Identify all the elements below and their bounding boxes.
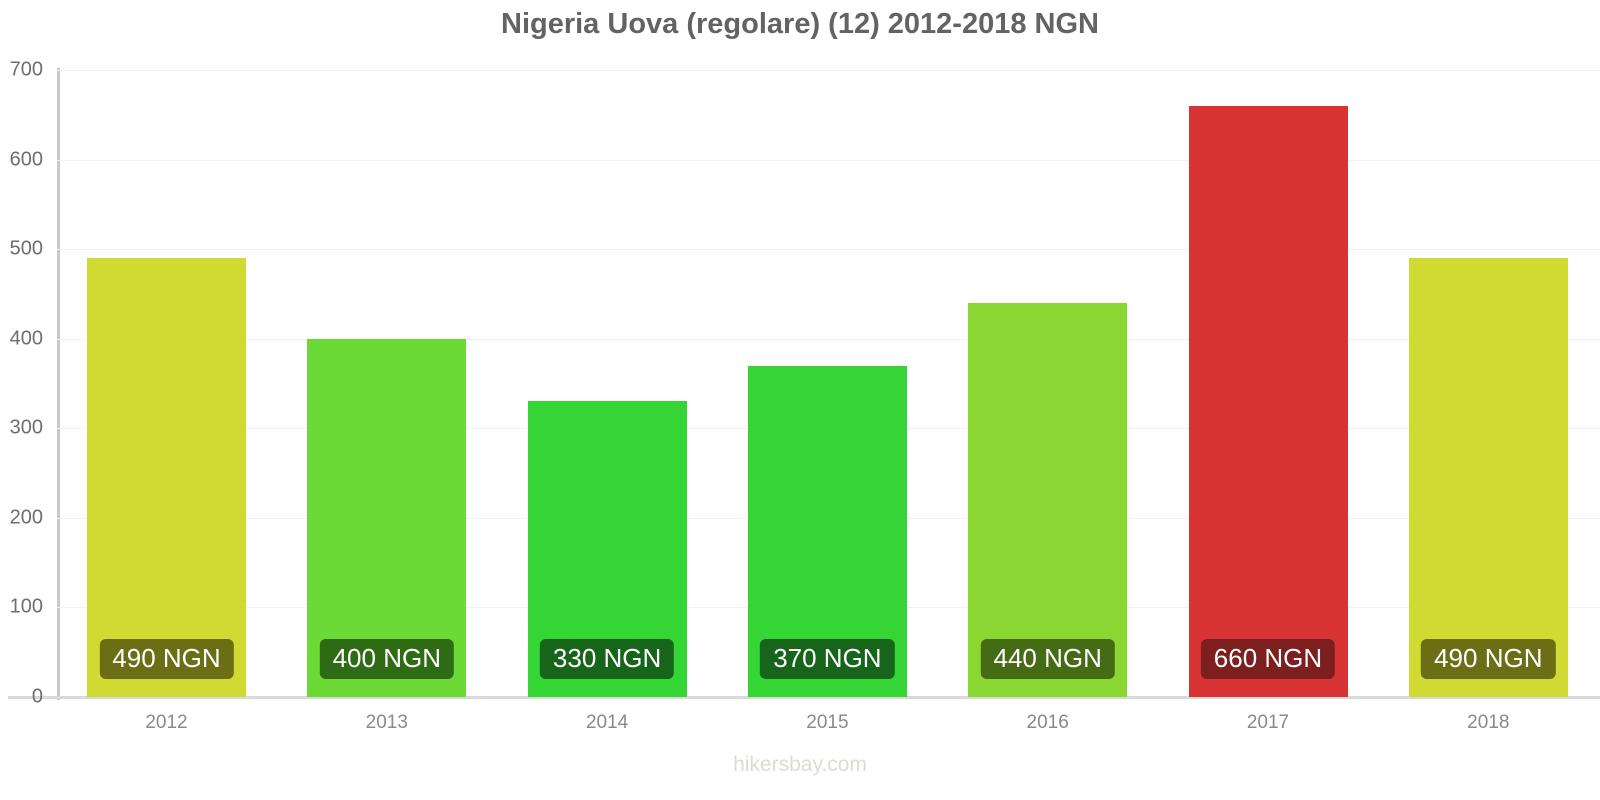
y-axis-tick-label: 600 — [9, 148, 43, 171]
bar[interactable]: 660 NGN — [1188, 105, 1348, 697]
y-axis-tick-label: 500 — [9, 237, 43, 260]
y-axis-tick-label: 700 — [9, 58, 43, 81]
bar[interactable]: 400 NGN — [307, 338, 467, 697]
gridline — [57, 159, 1600, 161]
y-axis-line — [57, 68, 60, 700]
y-axis-tick-label: 300 — [9, 416, 43, 439]
plot-area: 490 NGN 400 NGN 330 NGN 370 NGN 440 NGN 660 N… — [57, 70, 1600, 699]
bar-value-label: 330 NGN — [539, 639, 675, 679]
gridline — [57, 338, 1600, 340]
source-credit: hikersbay.com — [733, 753, 867, 776]
bar-value-label: 400 NGN — [319, 639, 454, 679]
bar-value-label: 490 NGN — [1421, 639, 1556, 679]
bar[interactable]: 370 NGN — [747, 365, 907, 697]
bar-value-label: 370 NGN — [760, 639, 895, 679]
gridline — [57, 249, 1600, 251]
bar[interactable]: 440 NGN — [968, 302, 1128, 697]
x-axis-tick-label: 2012 — [145, 712, 188, 733]
bar[interactable]: 490 NGN — [1408, 258, 1568, 697]
gridline — [57, 697, 1600, 699]
x-axis-tick-label: 2017 — [1246, 712, 1290, 733]
y-axis-tick-label: 0 — [31, 685, 43, 708]
bar[interactable]: 330 NGN — [527, 401, 687, 697]
bar[interactable]: 490 NGN — [87, 258, 246, 697]
chart-title: Nigeria Uova (regolare) (12) 2012-2018 N… — [501, 8, 1099, 40]
y-axis-tick-label: 200 — [9, 506, 43, 529]
y-axis-tick-label: 100 — [9, 595, 43, 618]
x-axis-tick-label: 2018 — [1467, 712, 1510, 733]
y-axis-tick-label: 400 — [9, 327, 43, 350]
gridline — [57, 70, 1600, 71]
bar-value-label: 660 NGN — [1200, 639, 1336, 679]
x-axis-tick-label: 2014 — [585, 712, 629, 733]
x-axis-tick-label: 2013 — [365, 712, 408, 733]
x-axis-tick-label: 2016 — [1026, 712, 1069, 733]
bar-value-label: 490 NGN — [99, 639, 234, 679]
bar-value-label: 440 NGN — [980, 639, 1115, 679]
x-axis-tick-label: 2015 — [806, 712, 849, 733]
